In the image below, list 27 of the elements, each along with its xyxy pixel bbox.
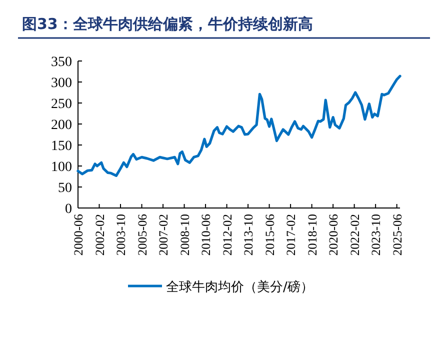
x-tick-label: 2013-10 (242, 214, 256, 256)
x-tick-label: 2023-10 (369, 214, 384, 256)
x-tick-label: 2003-10 (114, 214, 128, 256)
y-tick-label: 300 (51, 76, 72, 91)
x-tick-label: 2000-06 (72, 214, 86, 256)
y-tick-label: 150 (51, 139, 72, 154)
chart-title: 图33：全球牛肉供给偏紧，牛价持续创新高 (22, 15, 313, 33)
y-tick-label: 200 (51, 118, 72, 133)
legend-label: 全球牛肉均价（美分/磅） (166, 279, 314, 295)
y-tick-label: 250 (51, 97, 72, 112)
y-tick-label: 350 (51, 55, 72, 70)
x-tick-label: 2015-06 (262, 214, 277, 256)
x-tick-label: 2012-02 (220, 214, 234, 256)
x-tick-label: 2002-02 (92, 214, 107, 256)
x-tick-label: 2008-10 (178, 214, 192, 256)
line-series (76, 74, 402, 177)
y-tick-label: 100 (51, 160, 72, 175)
x-tick-label: 2005-06 (135, 214, 150, 256)
x-tick-label: 2018-10 (305, 214, 320, 256)
x-tick-label: 2025-06 (390, 214, 404, 256)
x-tick-label: 2022-02 (348, 214, 362, 256)
x-tick-label: 2010-06 (199, 214, 214, 256)
x-tick-label: 2020-06 (326, 214, 341, 256)
y-tick-label: 50 (58, 181, 72, 196)
y-tick-label: 0 (65, 202, 72, 217)
x-tick-label: 2007-02 (156, 214, 171, 256)
x-tick-label: 2017-02 (284, 214, 298, 256)
